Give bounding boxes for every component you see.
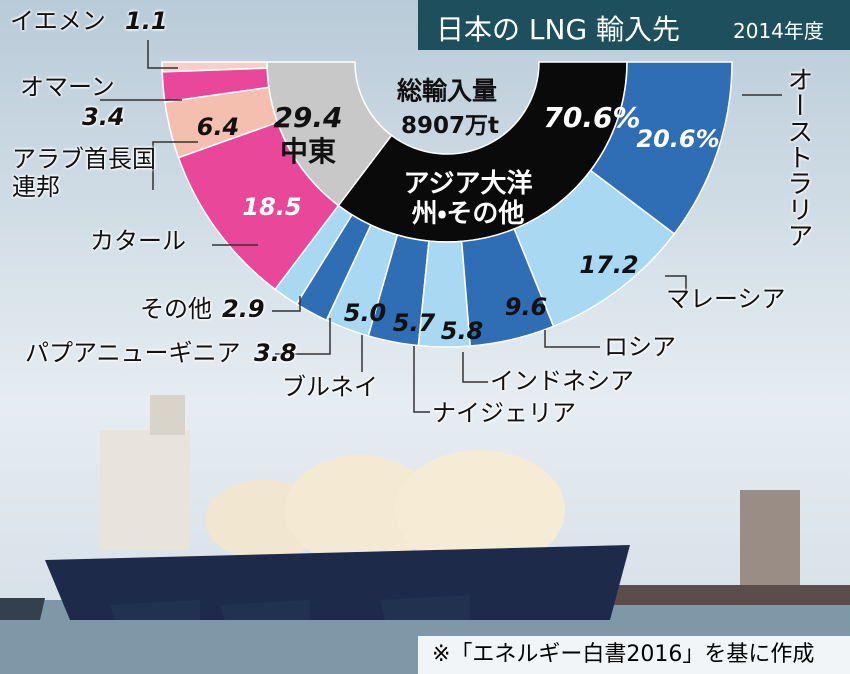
leader-line [275,318,331,355]
source-note: ※「エネルギー白書2016」を基に作成 [418,636,850,674]
region-value-label: 70.6% [543,100,641,134]
slice-value-label: 3.4 [82,103,125,131]
chart-subtitle: 2014年度 [733,19,824,43]
region-value-label: 29.4 [273,100,343,134]
slice-label: オマーン [20,73,115,101]
slice-value-label: 9.6 [504,293,548,322]
donut-slice [589,61,733,235]
slice-label: パプアニューギニア [25,339,241,367]
leader-line [272,296,301,312]
slice-value-label: 17.2 [579,251,639,280]
slice-value-label: 3.8 [254,339,297,367]
slice-value-label: 5.0 [343,299,387,328]
leader-line [462,352,488,383]
leader-line [544,330,600,348]
leaders [100,40,782,413]
slice-label: ナイジェリア [432,399,576,427]
slice-value-label: 18.5 [242,193,302,222]
leader-line [152,141,198,190]
leader-line [413,346,430,413]
chart-title: 日本の LNG 輸入先 [436,13,681,46]
region-label: アジア大洋州・その他 [403,169,533,229]
region-label: 中東 [279,134,337,168]
slice-value-label: 1.1 [125,7,168,35]
slice-label: インドネシア [490,367,634,395]
ship [0,395,850,620]
slice-label: イエメン [10,7,106,35]
slice-label: アラブ首長国連邦 [12,145,156,201]
title-box: 日本の LNG 輸入先 2014年度 [418,0,850,50]
slice-label: カタール [90,227,186,255]
slice-label: その他 [140,295,212,323]
slice-label: オーストラリア [782,66,813,248]
leader-line [147,40,178,69]
slice-value-label: 2.9 [222,295,265,323]
slice-label: ロシア [604,333,676,361]
slice-value-label: 20.6% [636,125,720,154]
center-value: 8907万t [400,112,500,139]
slice-value-label: 6.4 [196,113,240,142]
leader-line [665,275,687,292]
slice-label: ブルネイ [282,373,378,401]
donut [161,61,733,348]
slice-value-label: 5.8 [440,317,484,346]
slice-value-label: 5.7 [392,309,436,338]
slice-label: マレーシア [666,285,786,313]
center-label: 総輸入量 [396,76,498,106]
